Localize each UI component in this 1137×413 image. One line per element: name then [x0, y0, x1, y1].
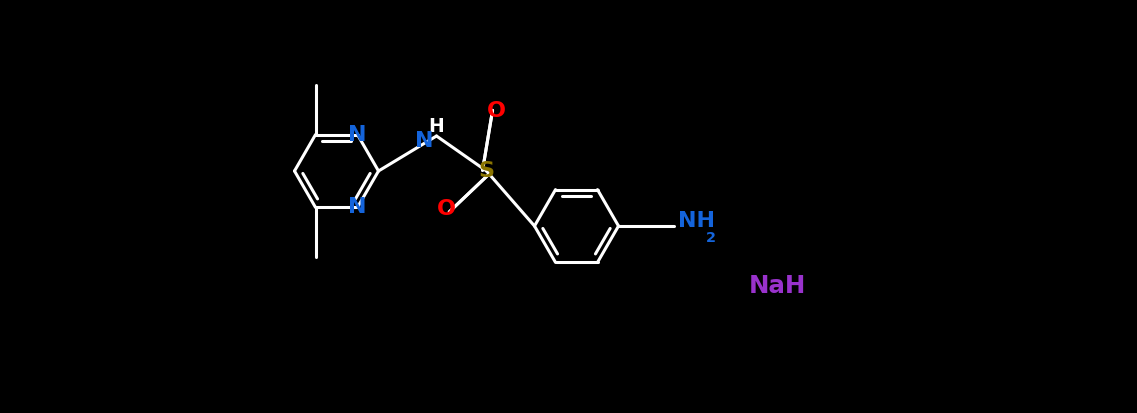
Text: NaH: NaH — [748, 274, 806, 298]
Text: S: S — [479, 161, 495, 181]
Text: O: O — [487, 101, 506, 121]
Text: O: O — [437, 199, 456, 219]
Text: H: H — [429, 117, 445, 136]
Text: 2: 2 — [705, 231, 715, 245]
Text: NH: NH — [679, 211, 715, 231]
Text: N: N — [415, 131, 433, 151]
Text: N: N — [348, 125, 367, 145]
Text: N: N — [348, 197, 367, 217]
